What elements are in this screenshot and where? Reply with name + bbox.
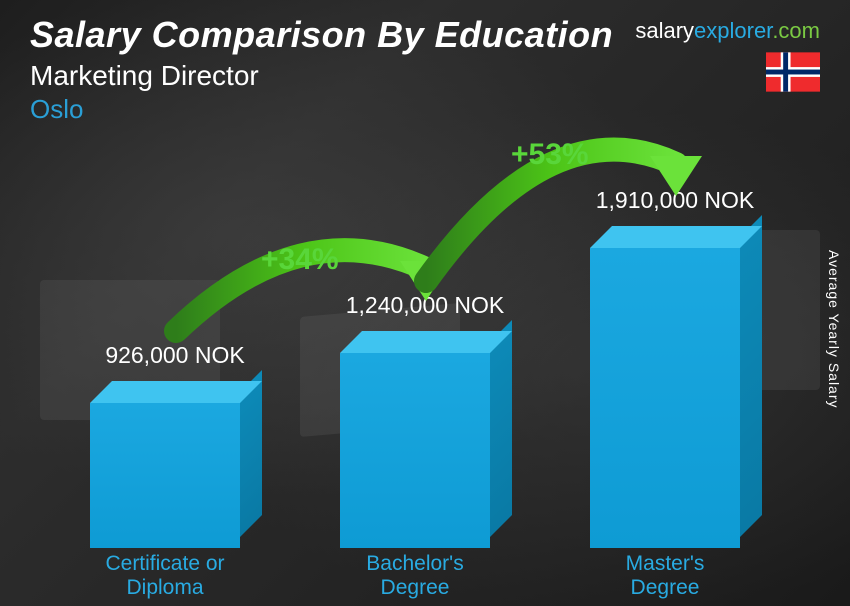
- page-title: Salary Comparison By Education: [30, 14, 613, 56]
- bar-value-label: 1,240,000 NOK: [305, 292, 545, 319]
- job-title: Marketing Director: [30, 60, 613, 92]
- bar-top: [90, 381, 262, 403]
- bar-value-label: 1,910,000 NOK: [555, 187, 795, 214]
- norway-flag-icon: [766, 52, 820, 92]
- bar-side: [490, 320, 512, 537]
- category-label: Bachelor'sDegree: [315, 552, 515, 600]
- bar-front: [90, 403, 240, 548]
- header: Salary Comparison By Education Marketing…: [30, 14, 613, 125]
- bar-top: [590, 226, 762, 248]
- brand-part1: salary: [635, 18, 694, 43]
- bar-side: [740, 215, 762, 537]
- category-label: Certificate orDiploma: [65, 552, 265, 600]
- category-label: Master'sDegree: [565, 552, 765, 600]
- bar-front: [590, 248, 740, 548]
- pct-increase-label: +34%: [261, 243, 339, 277]
- bar-front: [340, 353, 490, 548]
- brand-part3: .com: [772, 18, 820, 43]
- bar-top: [340, 331, 512, 353]
- brand-logo: salaryexplorer.com: [635, 18, 820, 44]
- city-label: Oslo: [30, 94, 613, 125]
- bar-value-label: 926,000 NOK: [55, 342, 295, 369]
- pct-increase-label: +53%: [511, 138, 589, 172]
- brand-part2: explorer: [694, 18, 772, 43]
- salary-chart: 926,000 NOK Certificate orDiploma 1,240,00…: [0, 136, 850, 606]
